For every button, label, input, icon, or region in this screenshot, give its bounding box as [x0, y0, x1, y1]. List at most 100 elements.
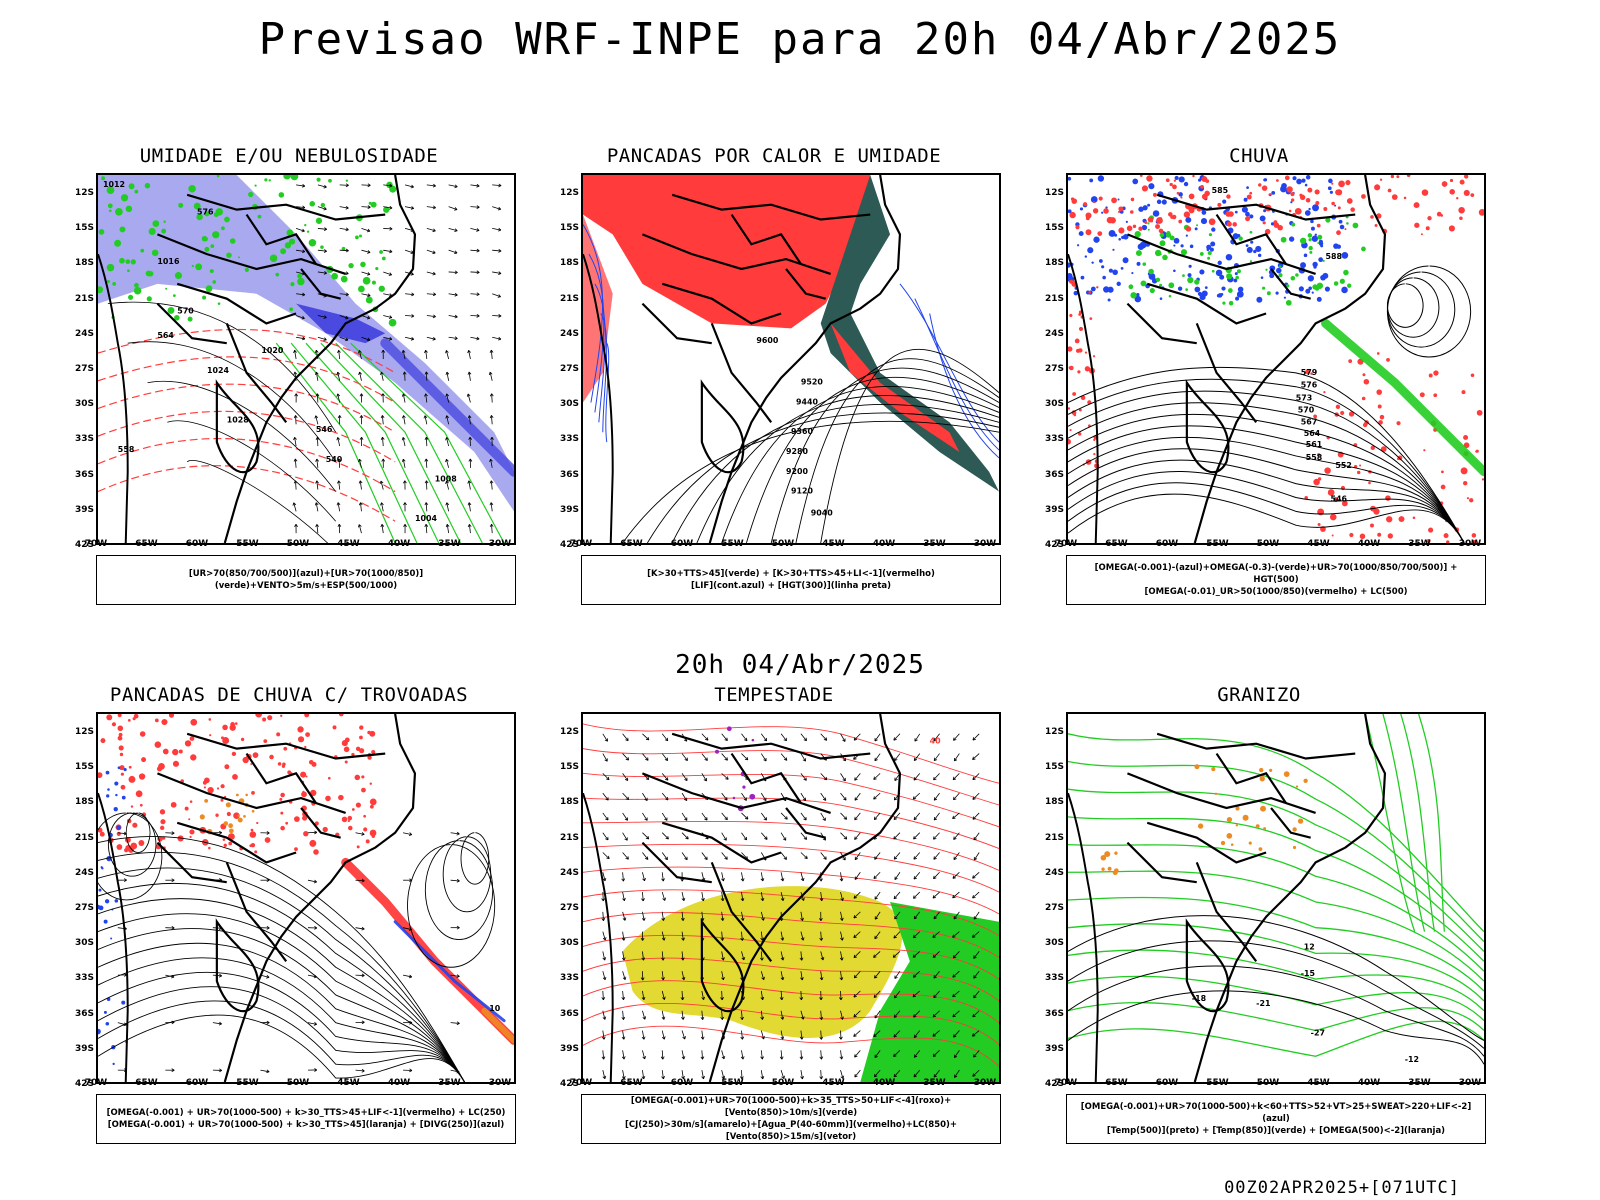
- contour-label: -27: [1311, 1029, 1325, 1038]
- legend-granizo: [OMEGA(-0.001)+UR>70(1000-500)+k<60+TTS>…: [1066, 1094, 1486, 1144]
- legend-line: [LIF](cont.azul) + [HGT(300)](linha pret…: [690, 581, 892, 591]
- map-umidade[interactable]: 1012 1016 1020 1024 1028 1008 1004 576 570 564 558…: [96, 173, 516, 545]
- contour-label: 564: [1304, 429, 1321, 438]
- latitude-tick-label: 30S: [74, 399, 94, 410]
- latitude-tick-label: 39S: [1044, 504, 1064, 515]
- longitude-tick-label: 60W: [670, 1078, 694, 1088]
- latitude-tick-label: 12S: [74, 727, 94, 737]
- latitude-tick-label: 12S: [1044, 727, 1064, 737]
- latitude-tick-label: 15S: [1044, 223, 1064, 234]
- panel-pancadas-calor: PANCADAS POR CALOR E UMIDADE 9600 9520 944…: [539, 145, 1009, 625]
- latitude-tick-label: 21S: [74, 293, 94, 304]
- map-canvas: 10: [98, 714, 514, 1082]
- longitude-tick-label: 65W: [135, 1078, 158, 1088]
- longitude-tick-label: 65W: [620, 539, 643, 549]
- latitude-tick-label: 18S: [1044, 258, 1064, 269]
- map-pancadas-calor[interactable]: 9600 9520 9440 9360 9280 9200 9120 9040: [581, 173, 1001, 545]
- longitude-tick-label: 50W: [771, 1078, 795, 1088]
- latitude-tick-label: 33S: [74, 434, 94, 445]
- latitude-tick-label: 18S: [74, 797, 94, 808]
- panel-title: GRANIZO: [1217, 684, 1301, 706]
- contour-label: 9360: [791, 427, 814, 436]
- contour-label: 585: [1212, 186, 1229, 195]
- longitude-tick-label: 70W: [1054, 1078, 1078, 1088]
- longitude-tick-label: 40W: [387, 539, 411, 549]
- longitude-tick-label: 65W: [620, 1078, 643, 1088]
- contour-label: 570: [177, 306, 194, 315]
- latitude-tick-label: 39S: [559, 504, 579, 515]
- latitude-tick-label: 33S: [1044, 973, 1064, 984]
- longitude-tick-label: 50W: [1256, 1078, 1280, 1088]
- latitude-tick-label: 36S: [74, 1008, 94, 1019]
- latitude-tick-label: 36S: [1044, 469, 1064, 480]
- longitude-tick-label: 30W: [1458, 1078, 1482, 1088]
- map-tempestade[interactable]: 40: [581, 712, 1001, 1084]
- latitude-tick-label: 21S: [1044, 293, 1064, 304]
- contour-label: 9280: [786, 447, 809, 456]
- longitude-tick-label: 30W: [1458, 539, 1482, 549]
- latitude-tick-label: 36S: [559, 1008, 579, 1019]
- contour-label: 9440: [796, 398, 819, 407]
- latitude-tick-label: 30S: [559, 399, 579, 410]
- latitude-tick-label: 36S: [74, 469, 94, 480]
- contour-label: 1020: [261, 346, 284, 355]
- contour-label: 9200: [786, 467, 809, 476]
- longitude-tick-label: 30W: [973, 539, 997, 549]
- contour-label: 567: [1301, 417, 1318, 426]
- latitude-tick-label: 39S: [74, 1043, 94, 1054]
- longitude-tick-label: 55W: [236, 539, 259, 549]
- contour-label: 579: [1301, 368, 1318, 377]
- legend-pancadas-trovoadas: [OMEGA(-0.001) + UR>70(1000-500) + k>30_…: [96, 1094, 516, 1144]
- panel-granizo: GRANIZO -15 -18 -21 -27 -12 12 [OMEGA(-0.001)…: [1024, 684, 1494, 1164]
- longitude-tick-label: 65W: [135, 539, 158, 549]
- map-chuva[interactable]: 585 588 579 576 573 570 567 564 561 558 552 546: [1066, 173, 1486, 545]
- latitude-tick-label: 18S: [559, 797, 579, 808]
- legend-chuva: [OMEGA(-0.001)-(azul)+OMEGA(-0.3)-(verde…: [1066, 555, 1486, 605]
- contour-label: 576: [197, 208, 214, 217]
- latitude-tick-label: 33S: [559, 973, 579, 984]
- legend-line: [OMEGA(-0.01)_UR>50(1000/850)(vermelho) …: [1144, 587, 1408, 597]
- latitude-tick-label: 12S: [74, 188, 94, 198]
- run-timestamp: 00Z02APR2025+[071UTC]: [1224, 1178, 1460, 1198]
- latitude-tick-label: 27S: [1044, 903, 1064, 913]
- map-granizo[interactable]: -15 -18 -21 -27 -12 12: [1066, 712, 1486, 1084]
- contour-label: 9120: [791, 487, 814, 496]
- longitude-tick-label: 40W: [387, 1078, 411, 1088]
- panel-title: UMIDADE E/OU NEBULOSIDADE: [139, 145, 439, 167]
- longitude-tick-label: 50W: [286, 1078, 310, 1088]
- mid-title: 20h 04/Abr/2025: [675, 650, 925, 680]
- longitude-tick-label: 60W: [670, 539, 694, 549]
- latitude-tick-label: 15S: [74, 762, 94, 773]
- latitude-tick-label: 21S: [1044, 832, 1064, 843]
- latitude-tick-label: 12S: [1044, 188, 1064, 198]
- latitude-tick-label: 39S: [1044, 1043, 1064, 1054]
- latitude-tick-label: 12S: [559, 727, 579, 737]
- longitude-tick-label: 60W: [185, 539, 209, 549]
- panel-umidade: UMIDADE E/OU NEBULOSIDADE 1012 1016 1020 10…: [54, 145, 524, 625]
- longitude-tick-label: 35W: [1408, 539, 1431, 549]
- contour-label: 1024: [207, 366, 230, 375]
- map-pancadas-trovoadas[interactable]: 10: [96, 712, 516, 1084]
- map-canvas: 40: [583, 714, 999, 1082]
- contour-label: 9040: [811, 508, 834, 517]
- longitude-tick-label: 45W: [822, 539, 845, 549]
- legend-line: [CJ(250)>30m/s](amarelo)+[Agua_P(40-60mm…: [624, 1120, 958, 1142]
- contour-label: 1004: [415, 514, 438, 523]
- latitude-tick-label: 27S: [1044, 364, 1064, 374]
- legend-line: [OMEGA(-0.001) + UR>70(1000-500) + k>30_…: [107, 1120, 505, 1130]
- longitude-tick-label: 55W: [721, 539, 744, 549]
- map-canvas: -15 -18 -21 -27 -12 12: [1068, 714, 1484, 1082]
- latitude-tick-label: 33S: [559, 434, 579, 445]
- contour-label: 9520: [801, 378, 824, 387]
- contour-label: 9600: [756, 336, 779, 345]
- longitude-tick-label: 45W: [1307, 1078, 1330, 1088]
- contour-label: 40: [930, 737, 942, 746]
- panel-pancadas-trovoadas: PANCADAS DE CHUVA C/ TROVOADAS 10 [OMEGA…: [54, 684, 524, 1164]
- panel-title: CHUVA: [1229, 145, 1289, 167]
- contour-label: 576: [1301, 381, 1318, 390]
- latitude-tick-label: 42S: [559, 1079, 579, 1089]
- latitude-tick-label: 36S: [559, 469, 579, 480]
- longitude-tick-label: 40W: [872, 539, 896, 549]
- longitude-tick-label: 55W: [721, 1078, 744, 1088]
- contour-label: -21: [1256, 999, 1270, 1008]
